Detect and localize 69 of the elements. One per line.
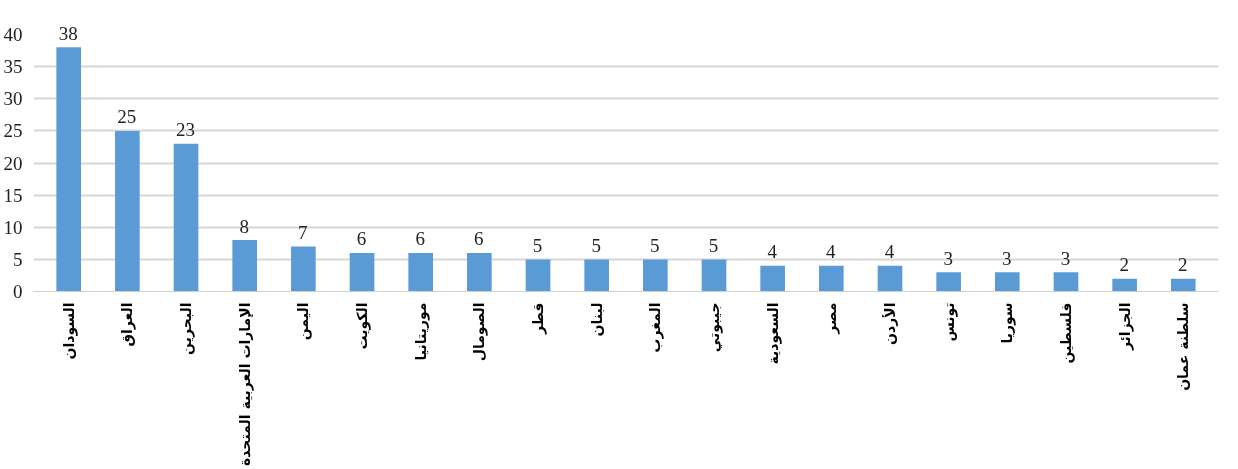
bar — [1053, 272, 1079, 292]
data-label: 4 — [767, 241, 777, 264]
bar — [525, 259, 551, 292]
bar — [819, 265, 844, 292]
y-tick-label: 35 — [3, 56, 23, 78]
data-label: 23 — [176, 119, 196, 142]
data-label: 7 — [298, 222, 308, 245]
data-label: 8 — [239, 215, 249, 238]
y-tick-label: 40 — [3, 24, 23, 45]
bar — [877, 265, 903, 292]
bar — [760, 265, 785, 292]
bar — [349, 252, 375, 292]
y-tick-label: 25 — [3, 120, 23, 142]
data-label: 3 — [1060, 247, 1071, 270]
x-tick-label: جيبوتي — [706, 302, 723, 353]
x-tick-label: الجزائر — [1116, 302, 1134, 352]
bar — [291, 246, 316, 292]
x-tick-label: الأردن — [881, 302, 898, 345]
bar — [232, 240, 258, 292]
data-label: 6 — [356, 228, 367, 251]
data-label: 38 — [58, 22, 78, 45]
x-tick-label: تونس — [940, 302, 958, 342]
data-label: 2 — [1178, 254, 1188, 277]
y-tick-label: 0 — [13, 281, 23, 302]
bar — [994, 272, 1020, 292]
data-label: 5 — [650, 234, 660, 257]
x-tick-label: البحرين — [178, 302, 196, 355]
x-tick-label: فلسطين — [1057, 302, 1075, 364]
bar — [1112, 278, 1137, 292]
data-label: 5 — [532, 234, 543, 257]
x-tick-label: المغرب — [647, 302, 665, 353]
data-label: 2 — [1119, 254, 1129, 277]
x-tick-label: مصر — [823, 302, 841, 335]
x-tick-label: السعودية — [764, 302, 782, 365]
x-tick-label: الصومال — [471, 302, 489, 362]
bar — [173, 143, 199, 292]
x-tick-label: سوريا — [999, 302, 1017, 344]
x-tick-label: السودان — [60, 302, 78, 360]
x-tick-label: لبنان — [588, 302, 605, 337]
bar — [1170, 278, 1196, 292]
data-label: 6 — [415, 228, 425, 251]
x-tick-label: قطر — [530, 302, 547, 336]
y-tick-label: 15 — [3, 184, 23, 206]
x-tick-label: اليمن — [295, 302, 313, 341]
data-label: 3 — [1002, 247, 1012, 270]
bar — [467, 252, 492, 292]
bar — [936, 272, 961, 292]
x-tick-label: الإمارات العربية المتحدة — [236, 302, 254, 467]
bar — [408, 252, 433, 292]
bar — [643, 259, 668, 292]
bar — [584, 259, 609, 292]
y-tick-label: 20 — [3, 152, 23, 174]
y-tick-label: 10 — [3, 216, 23, 238]
data-label: 3 — [943, 247, 953, 270]
data-label: 4 — [884, 241, 895, 264]
bar — [115, 130, 140, 292]
bar — [701, 259, 727, 292]
y-tick-label: 30 — [3, 88, 23, 110]
x-tick-label: سلطنة عمان — [1175, 302, 1192, 391]
bar — [56, 47, 82, 292]
x-tick-label: الكويت — [354, 302, 372, 350]
data-label: 5 — [591, 234, 601, 257]
data-label: 25 — [117, 106, 137, 129]
y-tick-label: 5 — [13, 248, 23, 270]
data-label: 5 — [708, 234, 719, 257]
x-tick-label: العراق — [119, 302, 137, 347]
data-label: 4 — [826, 241, 836, 264]
x-tick-label: موريتانيا — [412, 302, 430, 361]
data-label: 6 — [474, 228, 484, 251]
